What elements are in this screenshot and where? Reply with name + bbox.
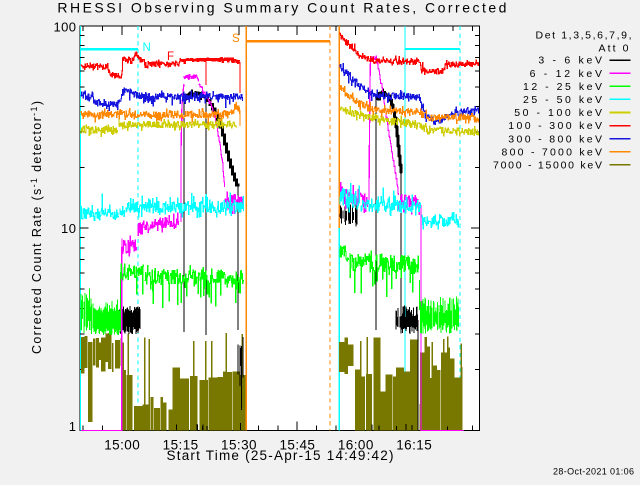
svg-text:15:15: 15:15 <box>163 437 199 452</box>
svg-text:16:00: 16:00 <box>338 437 374 452</box>
svg-text:Det 1,3,5,6,7,9,: Det 1,3,5,6,7,9, <box>536 29 632 41</box>
svg-text:1: 1 <box>69 419 76 434</box>
svg-text:800 - 7000 keV: 800 - 7000 keV <box>502 146 603 158</box>
svg-text:Att 0: Att 0 <box>599 43 629 55</box>
svg-text:F: F <box>167 51 174 63</box>
svg-text:50 - 100 keV: 50 - 100 keV <box>514 107 602 119</box>
svg-text:16:15: 16:15 <box>396 437 432 452</box>
svg-text:15:45: 15:45 <box>279 437 315 452</box>
svg-text:100: 100 <box>54 20 77 35</box>
svg-text:15:00: 15:00 <box>104 437 140 452</box>
svg-text:Corrected Count Rate (s-1 dete: Corrected Count Rate (s-1 detector-1) <box>29 101 44 354</box>
svg-text:28-Oct-2021 01:06: 28-Oct-2021 01:06 <box>553 467 634 477</box>
svg-text:3 - 6 keV: 3 - 6 keV <box>538 55 602 67</box>
svg-text:Start Time (25-Apr-15 14:49:42: Start Time (25-Apr-15 14:49:42) <box>167 448 394 463</box>
svg-text:S: S <box>232 33 240 45</box>
svg-text:7000 - 15000 keV: 7000 - 15000 keV <box>493 160 602 172</box>
svg-text:10: 10 <box>61 221 76 236</box>
svg-text:15:30: 15:30 <box>221 437 256 452</box>
svg-text:N: N <box>143 42 151 54</box>
svg-text:6 - 12 keV: 6 - 12 keV <box>530 68 602 80</box>
